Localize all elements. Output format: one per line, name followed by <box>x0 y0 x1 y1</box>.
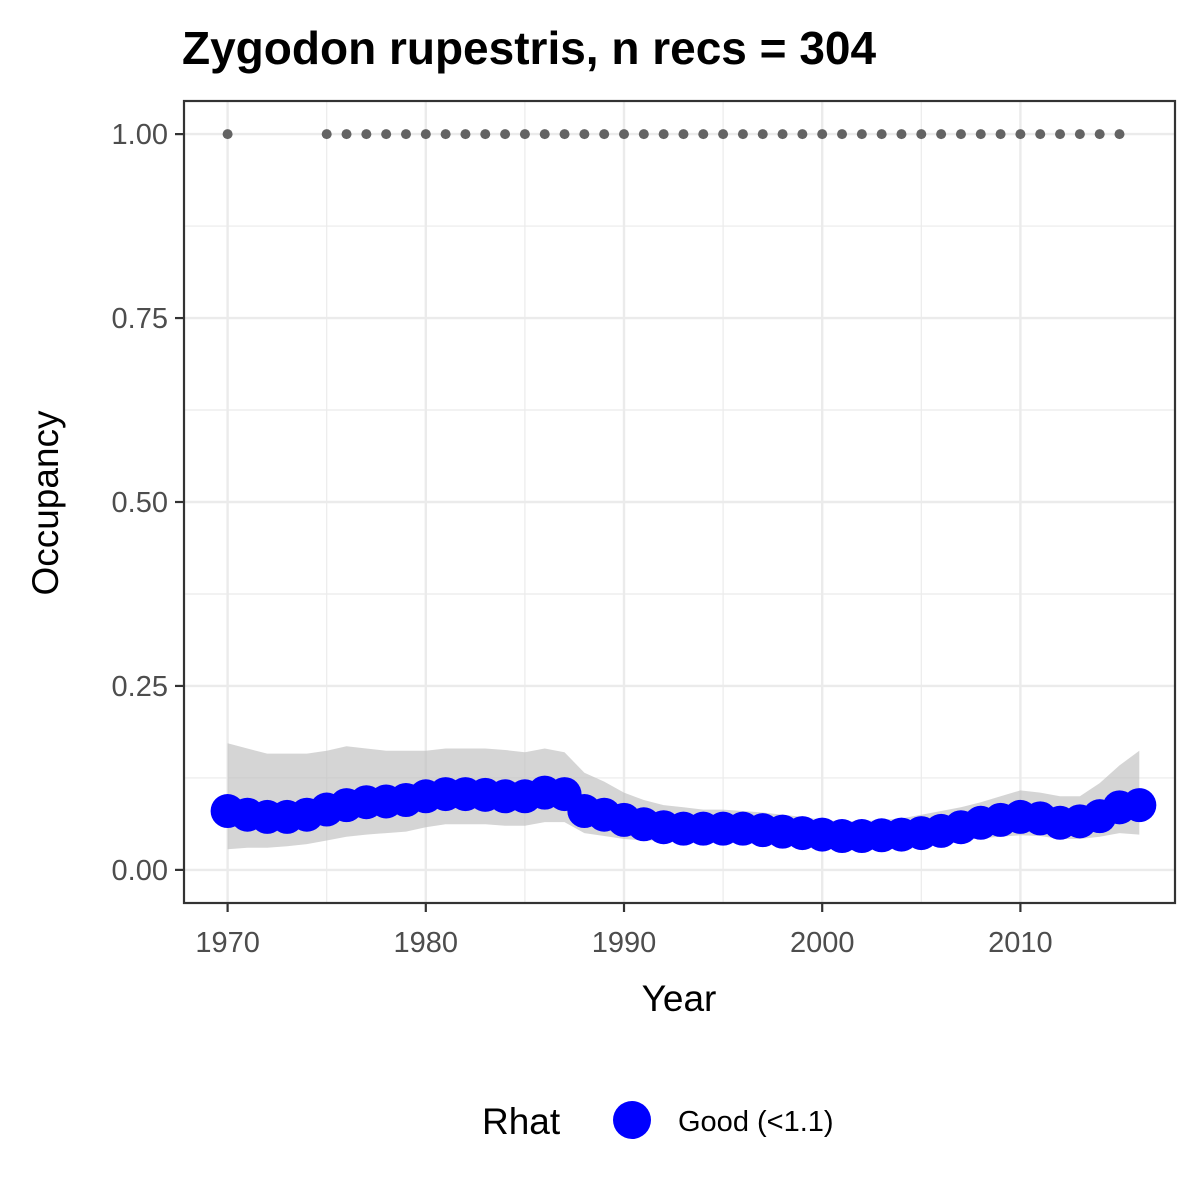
record-dots <box>222 129 1125 140</box>
record-dot <box>718 129 729 140</box>
record-dot <box>480 129 491 140</box>
record-dot <box>1055 129 1066 140</box>
record-dot <box>341 129 352 140</box>
record-dot <box>1035 129 1046 140</box>
record-dot <box>678 129 689 140</box>
record-dot <box>658 129 669 140</box>
y-tick-label: 0.25 <box>112 671 168 703</box>
record-dot <box>896 129 907 140</box>
record-dot <box>440 129 451 140</box>
record-dot <box>817 129 828 140</box>
record-dot <box>777 129 788 140</box>
record-dot <box>737 129 748 140</box>
record-dot <box>1015 129 1026 140</box>
record-dot <box>955 129 966 140</box>
record-dot <box>400 129 411 140</box>
x-tick-label: 1980 <box>394 927 459 959</box>
record-dot <box>599 129 610 140</box>
record-dot <box>936 129 947 140</box>
record-dot <box>975 129 986 140</box>
record-dot <box>500 129 511 140</box>
y-tick-label: 1.00 <box>112 119 168 151</box>
record-dot <box>321 129 332 140</box>
record-dot <box>638 129 649 140</box>
occupancy-point <box>1122 788 1157 823</box>
record-dot <box>876 129 887 140</box>
record-dot <box>519 129 530 140</box>
x-tick-label: 1990 <box>592 927 657 959</box>
record-dot <box>757 129 768 140</box>
record-dot <box>222 129 233 140</box>
record-dot <box>381 129 392 140</box>
y-tick-label: 0.75 <box>112 303 168 335</box>
y-axis: 0.00 0.25 0.50 0.75 1.00 <box>112 119 184 887</box>
legend-title: Rhat <box>482 1101 561 1142</box>
record-dot <box>460 129 471 140</box>
record-dot <box>559 129 570 140</box>
record-dot <box>797 129 808 140</box>
record-dot <box>837 129 848 140</box>
record-dot <box>1074 129 1085 140</box>
plot-panel <box>182 99 1177 905</box>
record-dot <box>361 129 372 140</box>
record-dot <box>1114 129 1125 140</box>
occupancy-points <box>210 775 1157 854</box>
record-dot <box>619 129 630 140</box>
legend-key-good <box>613 1101 651 1139</box>
legend-label-good: Good (<1.1) <box>678 1106 834 1138</box>
x-tick-label: 1970 <box>195 927 260 959</box>
y-tick-label: 0.00 <box>112 855 168 887</box>
record-dot <box>916 129 927 140</box>
chart-title: Zygodon rupestris, n recs = 304 <box>182 22 876 74</box>
legend: Rhat Good (<1.1) <box>482 1101 834 1142</box>
x-tick-label: 2010 <box>988 927 1053 959</box>
x-axis: 1970 1980 1990 2000 2010 <box>195 903 1053 959</box>
record-dot <box>539 129 550 140</box>
record-dot <box>1094 129 1105 140</box>
record-dot <box>995 129 1006 140</box>
record-dot <box>698 129 709 140</box>
record-dot <box>579 129 590 140</box>
x-axis-title: Year <box>642 978 717 1019</box>
x-tick-label: 2000 <box>790 927 855 959</box>
record-dot <box>856 129 867 140</box>
record-dot <box>420 129 431 140</box>
y-tick-label: 0.50 <box>112 487 168 519</box>
y-axis-title: Occupancy <box>25 410 66 596</box>
